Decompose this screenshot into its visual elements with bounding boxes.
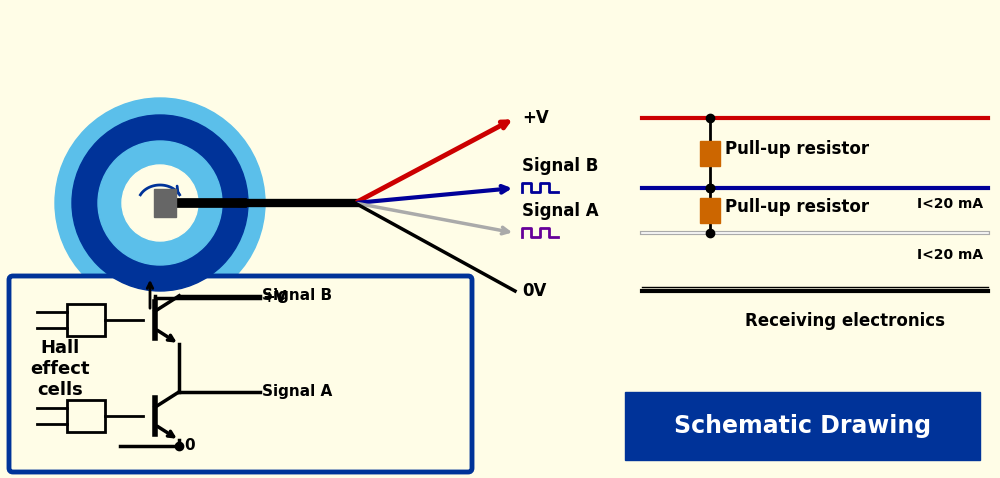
Text: Pull-up resistor: Pull-up resistor xyxy=(725,140,869,158)
Bar xyxy=(700,198,720,223)
Circle shape xyxy=(55,98,265,308)
Text: Pull-up resistor: Pull-up resistor xyxy=(725,197,869,216)
Text: I<20 mA: I<20 mA xyxy=(917,196,983,210)
Text: 0: 0 xyxy=(184,438,195,454)
Bar xyxy=(154,189,176,217)
Circle shape xyxy=(98,141,222,265)
Text: Signal A: Signal A xyxy=(522,202,599,220)
Circle shape xyxy=(122,165,198,241)
Text: Hall
effect
cells: Hall effect cells xyxy=(30,339,90,399)
Text: +V: +V xyxy=(522,109,549,127)
Text: I<20 mA: I<20 mA xyxy=(917,248,983,262)
Bar xyxy=(625,392,980,460)
Text: +V: +V xyxy=(262,291,287,305)
Text: Schematic Drawing: Schematic Drawing xyxy=(674,414,931,438)
Circle shape xyxy=(72,115,248,291)
FancyBboxPatch shape xyxy=(9,276,472,472)
Text: 0V: 0V xyxy=(522,282,546,300)
Text: Signal B: Signal B xyxy=(522,157,598,175)
Bar xyxy=(700,141,720,165)
Text: Receiving electronics: Receiving electronics xyxy=(745,312,945,330)
Text: Signal B: Signal B xyxy=(262,288,332,304)
Bar xyxy=(67,304,105,336)
Bar xyxy=(67,400,105,432)
Text: Signal A: Signal A xyxy=(262,384,332,399)
